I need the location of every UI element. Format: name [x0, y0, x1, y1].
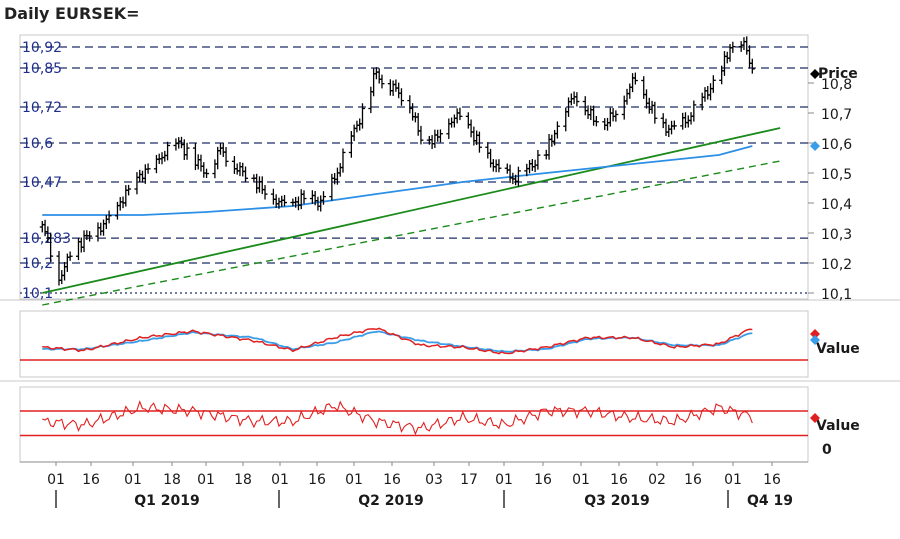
moving-average-line	[42, 145, 753, 216]
x-tick-label: 18	[234, 472, 252, 488]
oscillator-1	[20, 327, 808, 361]
quarter-label: Q3 2019	[584, 493, 649, 509]
y-tick-label: 10,1	[821, 287, 852, 303]
level-label: 10,283	[22, 231, 71, 247]
x-tick-label: 01	[47, 472, 65, 488]
oscillator-2-zero-label: 0	[822, 442, 832, 458]
level-label: 10,1	[22, 286, 53, 302]
level-label: 10,6	[22, 136, 53, 152]
oscillator-2	[20, 400, 808, 437]
oscillator-1-main	[42, 327, 753, 355]
x-tick-label: 16	[308, 472, 326, 488]
oscillator-1-label: Value	[816, 341, 860, 357]
trendline-solid	[42, 127, 781, 294]
y-tick-label: 10,7	[821, 107, 852, 123]
level-label: 10,85	[22, 61, 62, 77]
trendline-dashed	[42, 160, 781, 306]
level-label: 10,72	[22, 100, 62, 116]
price-marker	[810, 69, 820, 79]
y-tick-label: 10,3	[821, 227, 852, 243]
oscillator-1-marker-red	[810, 329, 820, 339]
price-panel	[19, 34, 809, 300]
quarter-label: Q1 2019	[134, 493, 199, 509]
price-y-axis: 10,1 10,2 10,3 10,4 10,5 10,6 10,7 10,8	[808, 77, 852, 303]
price-axis-label: Price	[818, 66, 858, 82]
oscillator-2-marker	[810, 413, 820, 423]
x-tick-label: 01	[495, 472, 513, 488]
x-tick-label: 17	[460, 472, 478, 488]
current-value-markers	[810, 69, 820, 423]
x-tick-label: 16	[82, 472, 100, 488]
quarter-label: Q4 19	[747, 493, 793, 509]
x-tick-label: 16	[763, 472, 781, 488]
horizontal-levels: 10,92 10,85 10,72 10,6 10,47 10,283 10,2 10,1	[20, 40, 808, 302]
y-tick-label: 10,2	[821, 257, 852, 273]
x-tick-label: 01	[345, 472, 363, 488]
level-label: 10,47	[22, 175, 62, 191]
oscillator-1-marker-blue	[810, 335, 820, 345]
x-tick-label: 01	[572, 472, 590, 488]
x-tick-label: 01	[724, 472, 742, 488]
x-tick-label: 01	[124, 472, 142, 488]
x-tick-label: 02	[648, 472, 666, 488]
x-tick-label: 01	[271, 472, 289, 488]
x-tick-label: 16	[383, 472, 401, 488]
level-label: 10,92	[22, 40, 62, 56]
x-tick-label: 16	[534, 472, 552, 488]
y-tick-label: 10,5	[821, 167, 852, 183]
ma-marker	[810, 141, 820, 151]
x-tick-label: 16	[684, 472, 702, 488]
y-tick-label: 10,8	[821, 77, 852, 93]
x-axis: 01 16 01 18 01 18 01 16 01 16 03 17 01 16 01 16 02 16 01 16…	[47, 462, 793, 509]
x-tick-label: 03	[425, 472, 443, 488]
price-bars	[39, 36, 755, 286]
x-tick-label: 18	[163, 472, 181, 488]
oscillator-2-line	[42, 400, 753, 436]
trendlines	[42, 127, 781, 306]
chart-title: Daily EURSEK=	[4, 4, 140, 23]
oscillator-panel-2	[19, 386, 809, 463]
oscillator-2-label: Value	[816, 418, 860, 434]
y-tick-label: 10,4	[821, 197, 852, 213]
level-label: 10,2	[22, 256, 53, 272]
moving-average	[42, 145, 753, 216]
y-tick-label: 10,6	[821, 137, 852, 153]
x-tick-label: 01	[197, 472, 215, 488]
x-tick-label: 16	[610, 472, 628, 488]
quarter-label: Q2 2019	[358, 493, 423, 509]
